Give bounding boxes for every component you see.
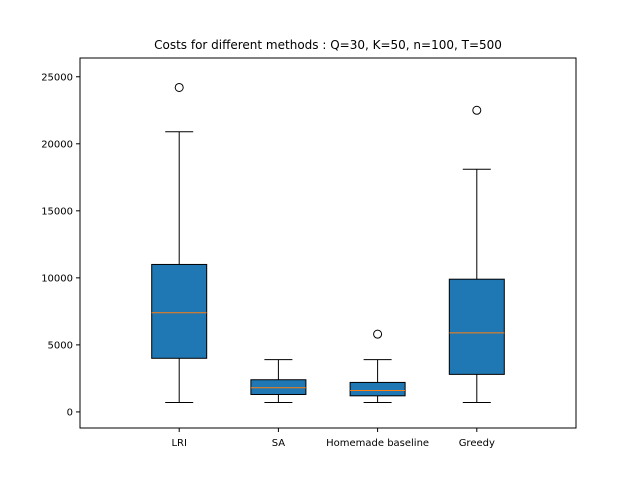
x-tick-label: LRI	[171, 438, 186, 449]
box-plots	[151, 82, 505, 404]
y-axis: 0 5000 10000 15000 20000 25000	[41, 72, 80, 418]
box-1	[250, 359, 307, 404]
y-tick-label: 15000	[41, 206, 73, 217]
x-axis: LRI SA Homemade baseline Greedy	[171, 428, 495, 449]
x-tick-label: Homemade baseline	[326, 438, 429, 449]
box-0	[151, 82, 208, 404]
outlier-point	[373, 329, 383, 339]
x-tick-label: Greedy	[459, 438, 495, 449]
outlier-point	[174, 82, 184, 92]
iqr-box	[349, 381, 406, 397]
y-tick-label: 10000	[41, 273, 73, 284]
iqr-box	[151, 263, 208, 359]
iqr-box	[250, 379, 307, 395]
y-tick-label: 5000	[48, 340, 73, 351]
box-2	[349, 329, 406, 404]
box-3	[448, 105, 505, 404]
x-tick-label: SA	[272, 438, 286, 449]
y-tick-label: 0	[67, 407, 73, 418]
iqr-box	[448, 278, 505, 375]
outlier-point	[472, 105, 482, 115]
y-tick-label: 20000	[41, 139, 73, 150]
plot-area-frame	[79, 57, 577, 429]
chart-title: Costs for different methods : Q=30, K=50…	[154, 38, 502, 52]
y-tick-label: 25000	[41, 72, 73, 83]
